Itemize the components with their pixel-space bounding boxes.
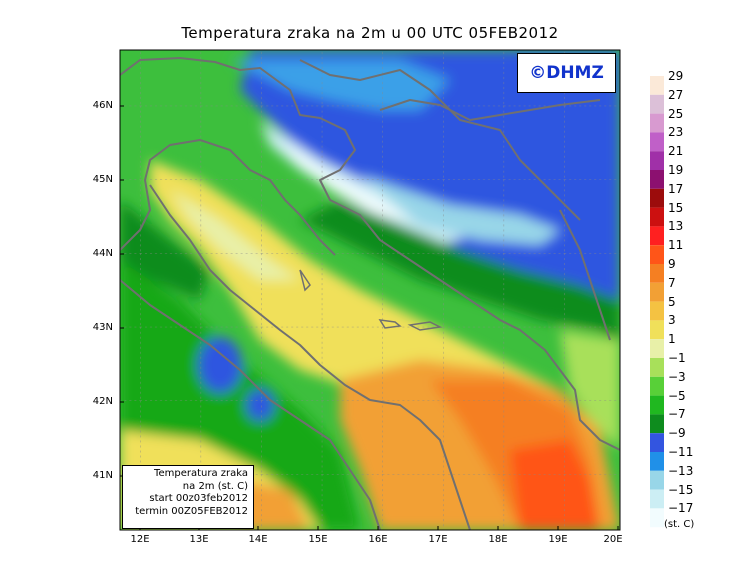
colorbar-swatch: [650, 508, 664, 528]
info-line-1: Temperatura zraka: [154, 468, 248, 479]
colorbar-label: 21: [668, 144, 684, 159]
colorbar-swatch: [650, 395, 664, 415]
colorbar-swatch: [650, 226, 664, 246]
colorbar-label: −17: [668, 501, 694, 516]
colorbar-swatch: [650, 320, 664, 340]
lon-label-15e: 15E: [308, 534, 328, 545]
colorbar-label: 1: [668, 332, 676, 347]
colorbar-swatch: [650, 470, 664, 490]
lat-label-46n: 46N: [92, 100, 113, 111]
colorbar-swatch: [650, 433, 664, 452]
dhmz-logo: ©DHMZ: [517, 53, 616, 93]
colorbar-label: 29: [668, 69, 684, 83]
colorbar-label: −11: [668, 445, 694, 459]
lat-label-45n: 45N: [92, 174, 113, 185]
map-title: Temperatura zraka na 2m u 00 UTC 05FEB20…: [181, 24, 559, 42]
colorbar-label: 19: [668, 163, 684, 177]
colorbar-label: 15: [668, 200, 684, 215]
colorbar-swatch: [650, 301, 664, 321]
colorbar-label: 23: [668, 125, 684, 140]
colorbar-label: 7: [668, 275, 676, 290]
colorbar-swatch: [650, 113, 664, 133]
colorbar-swatch: [650, 245, 664, 264]
colorbar-label: 25: [668, 106, 684, 121]
colorbar-swatch: [650, 376, 664, 396]
colorbar-label: −13: [668, 463, 694, 478]
colorbar-swatch: [650, 452, 664, 471]
lat-label-42n: 42N: [92, 396, 113, 407]
info-line-4: termin 00Z05FEB2012: [135, 505, 248, 517]
colorbar-label: 13: [668, 219, 684, 234]
colorbar: [650, 76, 664, 528]
colorbar-label: −5: [668, 388, 686, 403]
colorbar-label: −15: [668, 482, 694, 497]
colorbar-label: −9: [668, 426, 686, 441]
lon-label-18e: 18E: [488, 534, 508, 545]
lon-label-14e: 14E: [248, 534, 268, 545]
colorbar-swatch: [650, 282, 664, 302]
lat-label-41n: 41N: [92, 470, 113, 481]
colorbar-swatch: [650, 151, 664, 170]
lon-label-16e: 16E: [368, 534, 388, 545]
colorbar-label: 5: [668, 294, 676, 309]
colorbar-unit: (st. C): [664, 519, 695, 530]
colorbar-swatch: [650, 94, 664, 114]
colorbar-swatch: [650, 170, 664, 189]
colorbar-label: −1: [668, 351, 686, 365]
colorbar-label: 11: [668, 238, 684, 253]
colorbar-swatch: [650, 132, 664, 152]
colorbar-swatch: [650, 339, 664, 358]
lon-label-19e: 19E: [548, 534, 568, 545]
lon-label-13e: 13E: [189, 534, 209, 545]
colorbar-label: −3: [668, 369, 686, 384]
colorbar-swatch: [650, 489, 664, 509]
colorbar-swatch: [650, 414, 664, 434]
colorbar-swatch: [650, 264, 664, 283]
info-line-3: start 00z03feb2012: [149, 493, 248, 504]
colorbar-label: 27: [668, 87, 684, 102]
colorbar-label: 3: [668, 313, 676, 328]
colorbar-label: 9: [668, 257, 676, 271]
colorbar-swatch: [650, 76, 664, 95]
lon-label-17e: 17E: [428, 534, 448, 545]
colorbar-swatch: [650, 188, 664, 208]
lat-label-44n: 44N: [92, 248, 113, 259]
lat-label-43n: 43N: [92, 322, 113, 333]
colorbar-swatch: [650, 207, 664, 227]
colorbar-label: −7: [668, 407, 686, 422]
colorbar-swatch: [650, 358, 664, 377]
info-line-2: na 2m (st. C): [182, 480, 248, 492]
lon-label-20e: 20E: [603, 534, 623, 545]
temperature-field: [120, 50, 620, 530]
info-box: Temperatura zraka na 2m (st. C) start 00…: [122, 465, 254, 529]
lon-label-12e: 12E: [130, 534, 150, 545]
colorbar-label: 17: [668, 181, 684, 196]
